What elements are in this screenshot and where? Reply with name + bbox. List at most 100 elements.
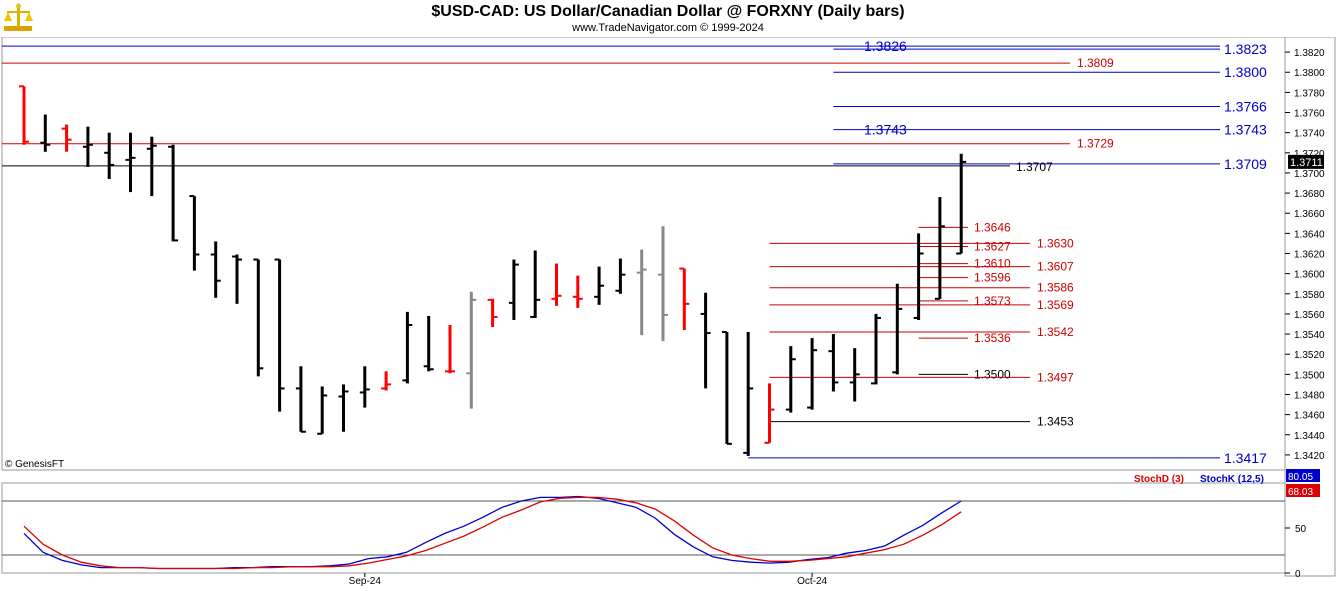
ohlc-bar	[168, 144, 179, 242]
ohlc-bar	[700, 292, 711, 389]
y-tick-label: 1.3680	[1294, 189, 1325, 200]
y-tick-label: 1.3760	[1294, 109, 1325, 120]
y-tick-label: 1.3560	[1294, 310, 1325, 321]
y-tick-label: 1.3800	[1294, 68, 1325, 79]
ohlc-bar	[530, 250, 541, 318]
stoch-last-label: 80.05	[1288, 472, 1313, 483]
y-tick-label: 1.3580	[1294, 290, 1325, 301]
ohlc-bar	[274, 258, 285, 412]
level-label: 1.3542	[1037, 325, 1074, 339]
level-label: 1.3766	[1224, 98, 1267, 114]
stoch-legend-d: StochD (3)	[1134, 474, 1184, 485]
level-label: 1.3569	[1037, 298, 1074, 312]
level-label: 1.3743	[1224, 122, 1267, 138]
ohlc-bar	[871, 313, 881, 385]
y-tick-label: 1.3540	[1294, 330, 1325, 341]
stoch-panel-frame	[1, 482, 1286, 574]
ohlc-bar	[381, 371, 392, 391]
ohlc-bar	[317, 386, 328, 435]
level-label: 1.3536	[974, 331, 1011, 345]
y-tick-label: 1.3600	[1294, 270, 1325, 281]
y-tick-label: 1.3820	[1294, 48, 1325, 59]
chart-subtitle: www.TradeNavigator.com © 1999-2024	[572, 22, 764, 34]
last-price-label: 1.3711	[1290, 157, 1323, 169]
last-price-box	[1288, 154, 1324, 169]
y-tick-label: 1.3520	[1294, 350, 1325, 361]
ohlc-bar	[572, 275, 583, 308]
ohlc-bar	[210, 241, 221, 298]
level-label: 1.3743	[864, 122, 907, 138]
ohlc-bar	[934, 197, 945, 300]
level-label: 1.3630	[1037, 236, 1074, 250]
y-tick-label: 1.3480	[1294, 390, 1325, 401]
stochastic-panel: 0 50 80.05 68.03 StochD (3) StochK (12,5)	[1, 469, 1320, 580]
ohlc-bar	[232, 254, 242, 304]
ohlc-bar	[146, 136, 157, 197]
ohlc-bar	[295, 366, 306, 433]
level-label: 1.3607	[1037, 260, 1074, 274]
stoch-last-label: 68.03	[1288, 487, 1313, 498]
date-x-axis: Sep-24 Oct-24	[349, 573, 828, 587]
level-label: 1.3826	[864, 38, 907, 54]
ohlc-bar	[125, 132, 136, 193]
price-levels: 1.3826 1.3823 1.3809 1.3800 1.3766 1.3743 1.37…	[2, 38, 1267, 466]
level-label: 1.3627	[974, 239, 1011, 253]
y-tick-label: 1.3780	[1294, 88, 1325, 99]
ohlc-bar	[19, 85, 29, 145]
stoch-tick-label: 0	[1295, 569, 1301, 580]
x-tick-label: Oct-24	[797, 576, 827, 587]
stoch-last-box	[1286, 484, 1320, 497]
stoch-legend-k: StochK (12,5)	[1200, 474, 1264, 485]
x-tick-label: Sep-24	[349, 576, 382, 587]
y-tick-label: 1.3660	[1294, 209, 1325, 220]
ohlc-bar	[551, 263, 562, 306]
level-label: 1.3573	[974, 294, 1011, 308]
ohlc-bar	[189, 195, 200, 271]
ohlc-bar	[466, 291, 477, 409]
ohlc-bar	[253, 258, 264, 377]
ohlc-bar	[82, 126, 93, 167]
chart-title: $USD-CAD: US Dollar/Canadian Dollar @ FO…	[431, 3, 905, 20]
ohlc-bar	[487, 298, 498, 328]
ohlc-bar	[359, 366, 370, 408]
y-tick-label: 1.3720	[1294, 149, 1325, 160]
ohlc-bar	[40, 114, 51, 152]
level-label: 1.3709	[1224, 156, 1267, 172]
y-tick-label: 1.3420	[1294, 451, 1325, 462]
ohlc-bar	[892, 283, 903, 375]
ohlc-bar	[61, 124, 72, 152]
ohlc-bar	[743, 332, 754, 456]
price-bars	[19, 85, 967, 456]
ohlc-bar	[764, 383, 775, 444]
level-label: 1.3497	[1037, 370, 1074, 384]
level-label: 1.3823	[1224, 41, 1267, 57]
ohlc-bar	[402, 311, 413, 384]
ohlc-bar	[913, 233, 924, 320]
level-label: 1.3707	[1016, 160, 1053, 174]
ohlc-bar	[636, 249, 647, 336]
chart-header: $USD-CAD: US Dollar/Canadian Dollar @ FO…	[0, 0, 1336, 37]
y-tick-label: 1.3640	[1294, 229, 1325, 240]
y-tick-label: 1.3620	[1294, 250, 1325, 261]
ohlc-bar	[594, 266, 605, 305]
level-label: 1.3800	[1224, 64, 1267, 80]
stoch-line	[23, 496, 962, 570]
y-tick-label: 1.3460	[1294, 411, 1325, 422]
level-label: 1.3809	[1077, 56, 1114, 70]
ohlc-bar	[721, 331, 732, 445]
price-y-axis: 1.3420 1.3440 1.3460 1.3480 1.3500 1.3520 1.35…	[1285, 48, 1325, 462]
ohlc-bar	[679, 267, 690, 331]
ohlc-bar	[508, 259, 519, 320]
y-tick-label: 1.3500	[1294, 370, 1325, 381]
ohlc-bar	[338, 384, 349, 432]
level-label: 1.3646	[974, 220, 1011, 234]
level-label: 1.3417	[1224, 450, 1267, 466]
ohlc-bar	[849, 348, 860, 402]
ohlc-bar	[445, 324, 455, 374]
level-label: 1.3596	[974, 271, 1011, 285]
level-label: 1.3729	[1077, 137, 1114, 151]
ohlc-bar	[615, 258, 626, 294]
ohlc-bar	[658, 226, 668, 342]
ohlc-bar	[423, 315, 434, 372]
